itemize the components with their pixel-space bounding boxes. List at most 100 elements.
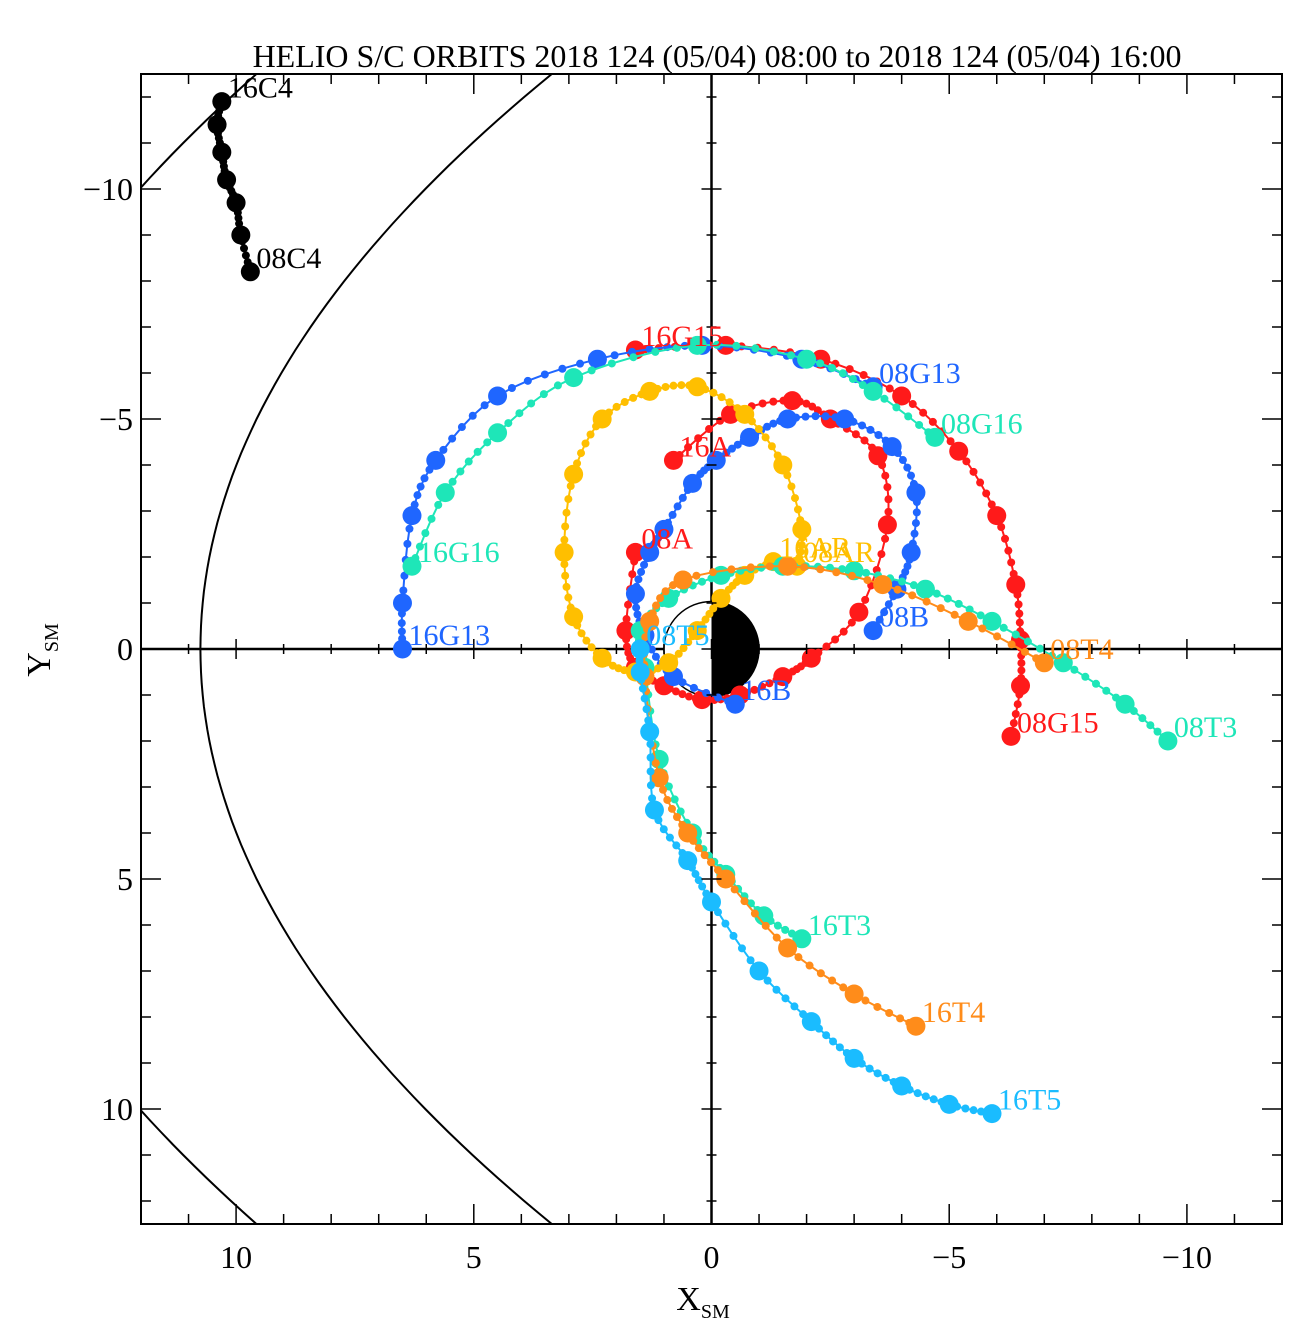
orbit-small-dot: [993, 632, 1002, 641]
orbit-small-dot: [694, 434, 703, 443]
orbit-start-label: 08C4: [256, 242, 321, 275]
orbit-small-dot: [701, 615, 710, 624]
orbit-small-dot: [638, 684, 647, 693]
orbit-hour-marker: [435, 483, 455, 503]
y-axis-label-sub: SM: [41, 623, 63, 652]
orbit-small-dot: [700, 851, 709, 860]
orbit-start-label: 08G15: [1017, 706, 1099, 739]
orbit-small-dot: [862, 568, 871, 577]
orbit-hour-marker: [592, 409, 612, 429]
x-tick-labels: 10 5 0 −5 −10: [220, 1239, 1212, 1275]
orbit-small-dot: [640, 694, 649, 703]
orbit-small-dot: [1007, 640, 1016, 649]
orbit-small-dot: [420, 474, 429, 483]
orbit-small-dot: [750, 685, 759, 694]
orbit-small-dot: [612, 402, 621, 411]
orbit-hour-marker: [844, 984, 864, 1004]
orbit-small-dot: [816, 359, 825, 368]
orbit-small-dot: [457, 423, 466, 432]
orbit-small-dot: [629, 393, 638, 402]
orbit-small-dot: [642, 705, 651, 714]
orbit-hour-marker: [1011, 676, 1031, 696]
orbit-08G16-16G16: [402, 335, 945, 576]
orbit-hour-marker: [868, 446, 888, 466]
orbit-hour-marker: [754, 906, 774, 926]
orbit-small-dot: [754, 425, 763, 434]
orbit-small-dot: [674, 649, 683, 658]
orbit-hour-marker: [925, 427, 945, 447]
orbit-small-dot: [787, 351, 796, 360]
orbit-small-dot: [790, 494, 799, 503]
orbit-small-dot: [702, 688, 711, 697]
orbit-small-dot: [651, 652, 660, 661]
orbit-hour-marker: [1001, 726, 1021, 746]
orbit-small-dot: [903, 463, 912, 472]
orbit-hour-marker: [987, 506, 1007, 526]
orbit-small-dot: [730, 885, 739, 894]
orbit-small-dot: [877, 550, 886, 559]
orbit-hour-marker: [402, 556, 422, 576]
orbit-hour-marker: [625, 584, 645, 604]
orbit-start-label: 08T4: [1050, 633, 1113, 666]
orbit-small-dot: [961, 1104, 970, 1113]
orbit-small-dot: [861, 996, 870, 1005]
orbit-hour-marker: [877, 515, 897, 535]
orbit-hour-marker: [849, 602, 869, 622]
orbit-hour-marker: [711, 588, 731, 608]
orbit-hour-marker: [649, 768, 669, 788]
orbit-small-dot: [677, 381, 686, 390]
orbit-small-dot: [240, 244, 249, 253]
orbit-small-dot: [908, 591, 917, 600]
orbit-small-dot: [661, 587, 670, 596]
orbit-track: [638, 648, 993, 1115]
orbit-small-dot: [737, 944, 746, 953]
orbit-small-dot: [885, 1008, 894, 1017]
orbit-hour-marker: [835, 409, 855, 429]
orbit-08T5-16T5: [630, 639, 1002, 1124]
orbit-small-dot: [987, 500, 996, 509]
orbit-small-dot: [821, 412, 830, 421]
x-tick-label: 0: [704, 1239, 720, 1275]
orbit-small-dot: [839, 983, 848, 992]
orbit-small-dot: [997, 522, 1006, 531]
orbit-small-dot: [667, 804, 676, 813]
orbit-small-dot: [767, 442, 776, 451]
orbit-small-dot: [839, 627, 848, 636]
orbit-small-dot: [706, 858, 715, 867]
orbit-small-dot: [913, 1089, 922, 1098]
orbit-hour-marker: [640, 722, 660, 742]
orbit-small-dot: [802, 399, 811, 408]
orbit-small-dot: [705, 425, 714, 434]
orbit-small-dot: [822, 1031, 831, 1040]
orbit-hour-marker: [392, 593, 412, 613]
orbit-small-dot: [919, 408, 928, 417]
axis-ticks: [141, 74, 1282, 1224]
orbit-small-dot: [1015, 618, 1024, 627]
y-tick-label: −5: [99, 401, 133, 437]
orbit-small-dot: [910, 529, 919, 538]
orbit-hour-marker: [949, 441, 969, 461]
orbit-hour-marker: [564, 464, 584, 484]
orbit-small-dot: [1009, 719, 1018, 728]
orbit-start-label: 08G16: [941, 407, 1023, 440]
orbit-hour-marker: [212, 142, 232, 162]
orbit-start-label: 08T3: [1174, 711, 1237, 744]
orbit-small-dot: [965, 605, 974, 614]
orbit-hour-marker: [678, 823, 698, 843]
orbit-hour-marker: [240, 262, 260, 282]
orbit-small-dot: [860, 436, 869, 445]
orbit-small-dot: [421, 529, 430, 538]
orbit-small-dot: [765, 679, 774, 688]
orbit-hour-marker: [630, 639, 650, 659]
orbit-small-dot: [781, 994, 790, 1003]
orbit-small-dot: [562, 582, 571, 591]
orbit-hour-marker: [673, 570, 693, 590]
orbit-small-dot: [651, 759, 660, 768]
orbit-small-dot: [866, 425, 875, 434]
orbit-small-dot: [661, 382, 670, 391]
orbit-small-dot: [794, 953, 803, 962]
orbit-small-dot: [761, 433, 770, 442]
orbit-small-dot: [1023, 637, 1032, 646]
x-tick-label: 10: [220, 1239, 252, 1275]
orbit-small-dot: [668, 510, 677, 519]
